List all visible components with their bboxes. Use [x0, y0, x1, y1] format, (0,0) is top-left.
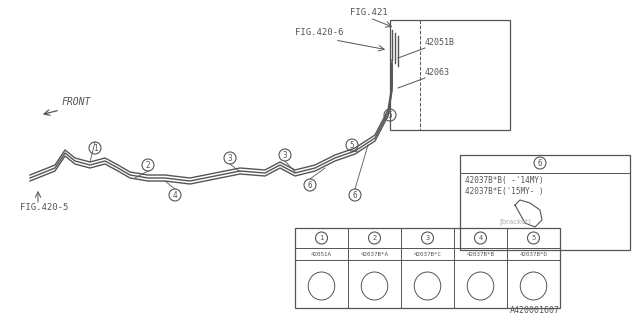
Bar: [460, 155, 630, 250]
Text: 6: 6: [353, 190, 357, 199]
Text: FRONT: FRONT: [62, 97, 92, 107]
Text: 5: 5: [388, 110, 392, 119]
Text: 3: 3: [283, 150, 287, 159]
Text: 4: 4: [478, 235, 483, 241]
Text: 42051A: 42051A: [311, 252, 332, 257]
Text: FIG.420-6: FIG.420-6: [295, 28, 344, 37]
Text: 3: 3: [228, 154, 232, 163]
Text: FIG.421: FIG.421: [350, 8, 388, 17]
Text: 6: 6: [538, 158, 542, 167]
Text: 2: 2: [372, 235, 376, 241]
Text: 1: 1: [319, 235, 324, 241]
Bar: [390, 20, 510, 130]
Bar: [295, 228, 560, 308]
Text: 5: 5: [349, 140, 355, 149]
Text: 42037B*B: 42037B*B: [467, 252, 495, 257]
Text: 5: 5: [531, 235, 536, 241]
Text: 42051B: 42051B: [425, 38, 455, 47]
Text: 42037B*D: 42037B*D: [520, 252, 547, 257]
Text: [bracket]: [bracket]: [499, 218, 531, 225]
Text: 2: 2: [146, 161, 150, 170]
Text: FIG.420-5: FIG.420-5: [20, 203, 68, 212]
Text: 1: 1: [93, 143, 97, 153]
Text: A420001607: A420001607: [510, 306, 560, 315]
Text: 42037B*E('15MY- ): 42037B*E('15MY- ): [465, 187, 543, 196]
Text: 42037B*C: 42037B*C: [413, 252, 442, 257]
Text: 42063: 42063: [425, 68, 450, 77]
Text: 42037B*A: 42037B*A: [360, 252, 388, 257]
Text: 4: 4: [173, 190, 177, 199]
Text: 3: 3: [426, 235, 429, 241]
Text: 6: 6: [308, 180, 312, 189]
Text: 42037B*B( -'14MY): 42037B*B( -'14MY): [465, 176, 543, 185]
